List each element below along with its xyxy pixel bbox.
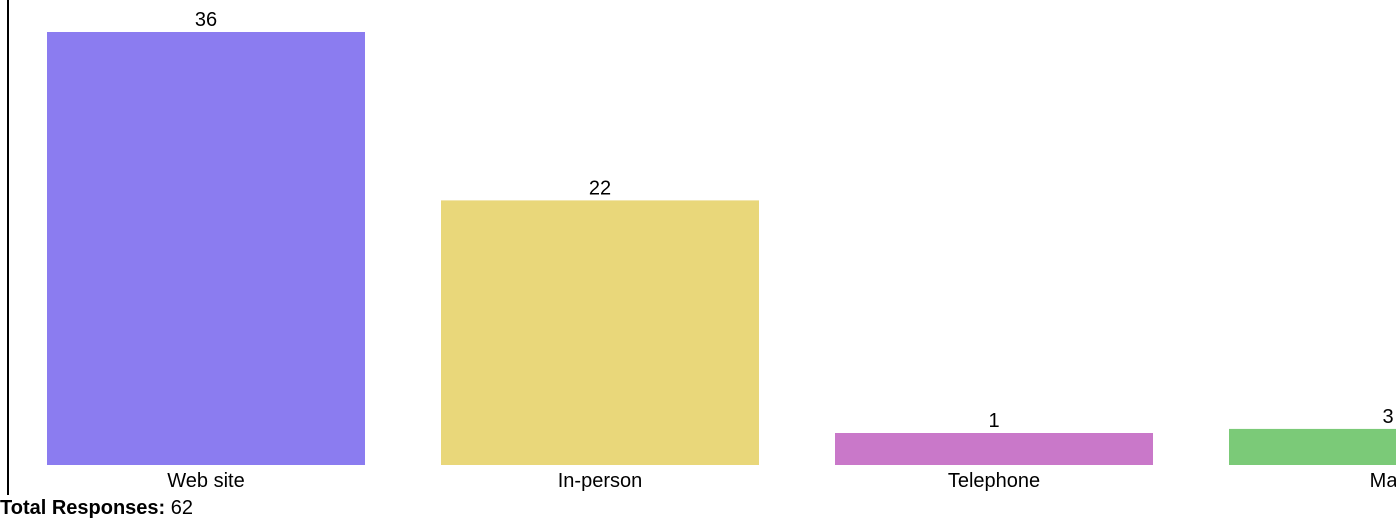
value-label: 1 [988,410,999,432]
value-label: 36 [195,9,217,31]
category-label: Mail [1370,470,1396,492]
bar [47,32,365,465]
total-value: 62 [170,497,194,519]
bar [441,200,759,465]
category-label: Telephone [948,470,1040,492]
total-label: Total Responses: [0,497,166,519]
value-label: 22 [589,177,611,199]
value-label: 3 [1382,406,1393,428]
category-label: Web site [167,470,244,492]
total-responses: Total Responses: 62 [0,497,193,520]
bar [835,433,1153,465]
category-label: In-person [558,470,643,492]
bar [1229,428,1396,465]
